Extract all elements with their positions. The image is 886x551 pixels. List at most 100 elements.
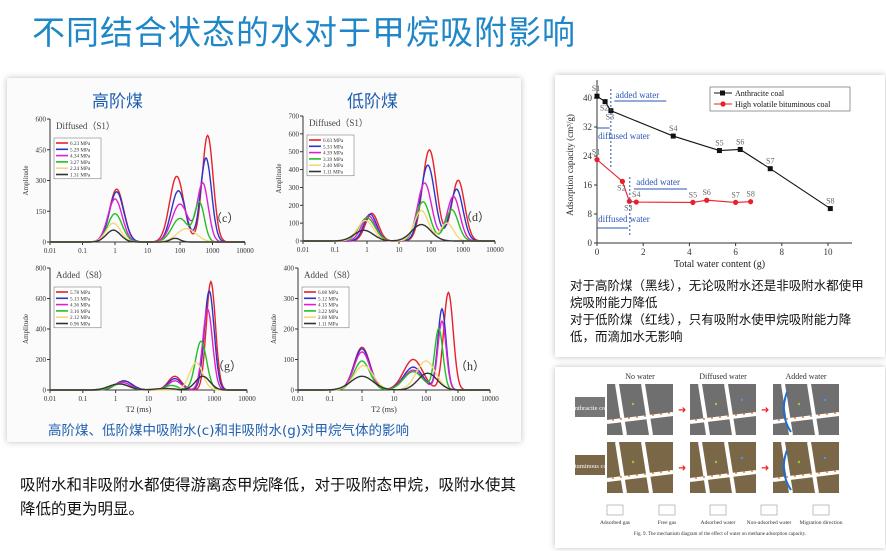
free-gas-dot: [778, 419, 780, 421]
arrow-icon: ➜: [761, 405, 769, 416]
free-gas-dot: [802, 474, 804, 476]
pore-panel: ➜: [689, 383, 769, 436]
annotation-added-water: added water: [636, 177, 680, 187]
free-gas-dot: [735, 414, 737, 416]
legend-icon: [812, 504, 830, 516]
arrow-icon: ➜: [678, 463, 686, 474]
header-high-rank-coal: 高阶煤: [92, 92, 143, 112]
x-tick-label: 10000: [486, 246, 504, 254]
x-tick-label: 1000: [451, 395, 466, 403]
free-gas-dot: [620, 476, 622, 478]
header-low-rank-coal: 低阶煤: [347, 92, 398, 112]
y-tick-label: 450: [36, 146, 47, 154]
free-gas-dot: [612, 477, 614, 479]
legend-label: 3.27 MPa: [70, 160, 91, 166]
panel-label: （h）: [455, 359, 485, 373]
row-label-box: [575, 397, 605, 417]
note-high-rank: 对于高阶煤（黑线），无论吸附水还是非吸附水都使甲烷吸附能力降低: [570, 278, 864, 310]
y-tick-label: 100: [289, 220, 300, 228]
y-tick-label: 400: [284, 265, 295, 273]
free-gas-dot: [727, 473, 729, 475]
y-tick-label: 600: [36, 116, 47, 124]
y-axis-label: Adsorption capacity (cm³/g): [565, 114, 575, 216]
point-label: S5: [689, 190, 697, 199]
y-tick-label: 0: [43, 387, 47, 395]
y-tick-label: 300: [289, 184, 300, 192]
data-point: [690, 199, 696, 205]
series-line-5-33-MPa: [303, 164, 495, 242]
x-tick-label: 6: [733, 247, 738, 257]
legend-label: 4.36 MPa: [70, 303, 91, 309]
row-label: Bituminous coal: [569, 463, 612, 470]
legend-label: 2.08 MPa: [318, 315, 339, 321]
y-tick-label: 300: [36, 177, 47, 185]
free-gas-dot: [644, 415, 646, 417]
y-tick-label: 700: [289, 113, 300, 121]
x-tick-label: 100: [421, 395, 432, 403]
legend-label: 3.16 MPa: [70, 309, 91, 315]
nmr-chart-g: 0.01 0.1 1 10 100 1000 10000 0 200 400 600 800 Ampli…: [22, 265, 256, 415]
free-gas-dot: [818, 472, 820, 474]
legend-label: High volatile bituminous coal: [735, 100, 831, 109]
legend-icon: [709, 504, 727, 516]
free-gas-dot: [644, 473, 646, 475]
free-gas-dot: [794, 475, 796, 477]
pore-channel: [772, 383, 840, 436]
legend-label: 6.08 MPa: [318, 290, 339, 296]
point-label: S4: [632, 190, 640, 199]
free-gas-dot: [743, 471, 745, 473]
y-tick-label: 500: [289, 148, 300, 156]
free-gas-dot: [660, 413, 662, 415]
series-line-1-11-MPa: [298, 372, 490, 391]
x-axis-label: Total water content (g): [674, 259, 765, 270]
annotation-diffused-water: diffused water: [598, 131, 650, 141]
legend-label: Adsorbed water: [701, 520, 736, 526]
legend-box: [301, 286, 350, 329]
x-axis-label: T2 (ms): [126, 405, 152, 414]
y-tick-label: 600: [289, 130, 300, 138]
mechanism-diagram: No water Diffused water Added water Anthrac…: [569, 372, 843, 537]
legend-label: 6.23 MPa: [70, 141, 91, 147]
free-gas-dot: [612, 419, 614, 421]
x-tick-label: 10: [824, 247, 834, 257]
point-label: S8: [826, 197, 834, 206]
legend-label: 6.03 MPa: [323, 138, 344, 144]
column-header: Added water: [785, 372, 826, 381]
x-tick-label: 100: [426, 246, 437, 254]
x-tick-label: 10000: [236, 247, 254, 255]
legend-label: 5.12 MPa: [318, 296, 339, 302]
free-gas-dot: [660, 471, 662, 473]
point-label: S7: [766, 157, 774, 166]
free-gas-dot: [751, 412, 753, 414]
legend-label: 5.29 MPa: [70, 147, 91, 153]
point-label: S8: [746, 190, 754, 199]
data-point: [737, 146, 743, 152]
point-label: S3: [624, 203, 632, 212]
free-gas-dot: [711, 475, 713, 477]
free-gas-dot: [652, 414, 654, 416]
legend-label: 4.39 MPa: [323, 151, 344, 157]
legend-label: Adsorbed gas: [600, 520, 630, 526]
x-tick-label: 1000: [206, 247, 221, 255]
legend-label: 4.15 MPa: [318, 303, 339, 309]
point-label: S1: [592, 148, 600, 157]
data-point: [594, 93, 600, 99]
legend-label: 0.96 MPa: [70, 322, 91, 328]
data-point: [704, 197, 710, 203]
series-line-1-31-MPa: [50, 229, 245, 243]
adsorbed-gas-dot: [714, 402, 718, 406]
free-gas-dot: [727, 415, 729, 417]
chart-title: Diffused（S1）: [56, 121, 115, 131]
legend-icon: [760, 504, 778, 516]
y-tick-label: 150: [36, 208, 47, 216]
free-gas-dot: [628, 475, 630, 477]
series-line-0-96-MPa: [50, 375, 247, 391]
x-tick-label: 0.01: [44, 247, 57, 255]
x-tick-label: 1000: [456, 246, 471, 254]
y-tick-label: 400: [289, 166, 300, 174]
y-tick-label: 8: [588, 209, 593, 219]
legend-label: 2.40 MPa: [323, 163, 344, 169]
adsorbed-gas-dot: [714, 460, 718, 464]
free-gas-dot: [810, 473, 812, 475]
free-gas-dot: [703, 418, 705, 420]
